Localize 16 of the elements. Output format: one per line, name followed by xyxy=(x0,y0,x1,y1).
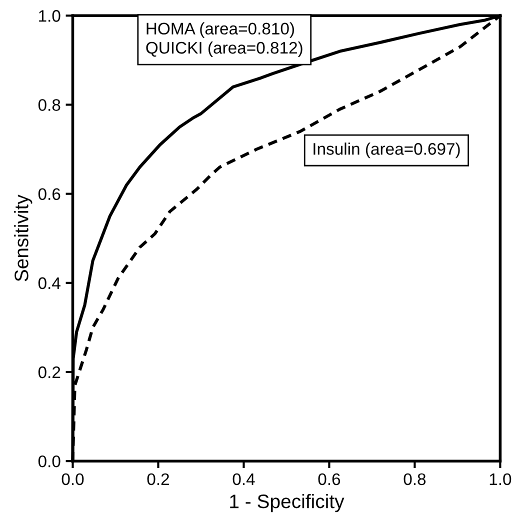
x-tick-label: 0.8 xyxy=(404,473,426,486)
y-tick-label: 0.2 xyxy=(38,366,60,378)
x-axis-title: 1 - Specificity xyxy=(230,494,344,512)
x-tick-label: 0.2 xyxy=(147,473,169,486)
y-tick-label: 1.0 xyxy=(39,10,60,22)
y-axis-title: Sensitivity xyxy=(14,194,32,282)
x-tick-label: 0.0 xyxy=(62,473,84,486)
y-tick-label: 0.6 xyxy=(38,188,60,200)
x-tick-label: 0.6 xyxy=(318,473,340,486)
x-tick-label: 0.4 xyxy=(232,473,255,486)
y-tick-label: 0.0 xyxy=(38,455,60,468)
annotation: Insulin (area=0.697) xyxy=(314,142,460,158)
y-tick-label: 0.8 xyxy=(38,99,60,111)
annotation: HOMA (area=0.810) QUICKI (area=0.812) xyxy=(146,22,302,57)
y-tick-label: 0.4 xyxy=(38,277,60,290)
x-tick-label: 1.0 xyxy=(490,473,512,486)
